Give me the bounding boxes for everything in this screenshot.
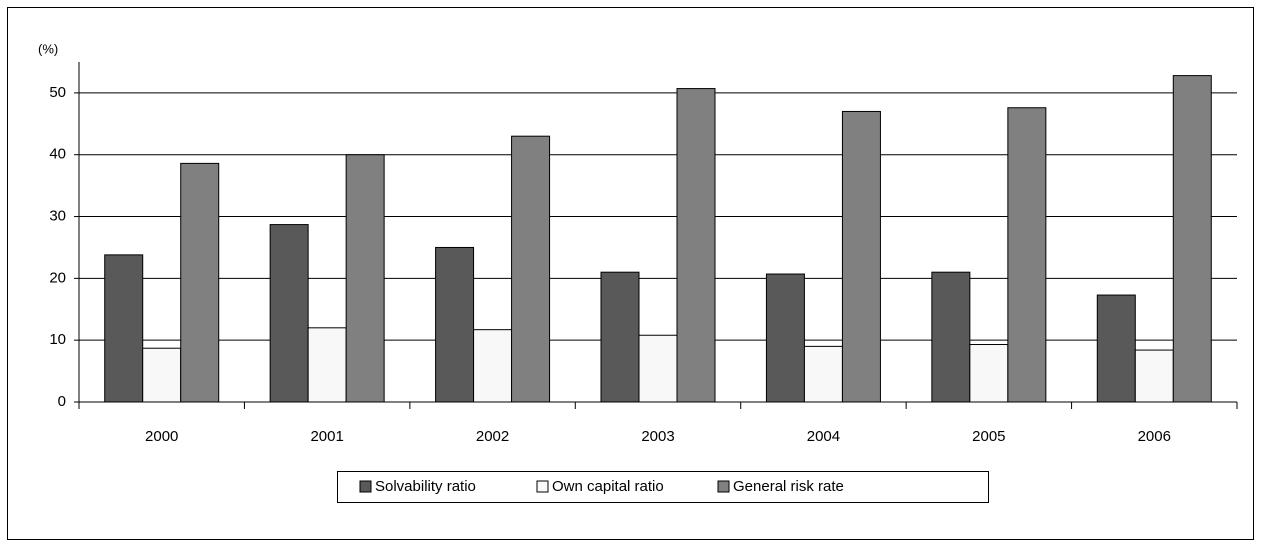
bar (1134, 349, 1174, 403)
bar (269, 224, 309, 403)
y-tick-label: 20 (49, 269, 66, 286)
bar (600, 271, 640, 403)
bar (1096, 294, 1136, 403)
legend-swatch (536, 480, 549, 493)
bar (676, 88, 716, 403)
bar (765, 273, 805, 403)
bar (142, 347, 182, 403)
bar (511, 135, 551, 403)
bar (638, 334, 678, 403)
legend-label: Own capital ratio (552, 478, 664, 495)
legend-swatch (359, 480, 372, 493)
bar (803, 345, 843, 403)
x-tick-label: 2002 (476, 428, 509, 445)
y-tick-label: 30 (49, 208, 66, 225)
bar (1007, 107, 1047, 403)
y-tick-label: 10 (49, 331, 66, 348)
y-tick-label: 0 (58, 393, 66, 410)
bar (307, 327, 347, 403)
legend-swatch (717, 480, 730, 493)
legend (337, 471, 989, 503)
x-tick-label: 2000 (145, 428, 178, 445)
bar (435, 246, 475, 403)
legend-label: Solvability ratio (375, 478, 476, 495)
bar (473, 329, 513, 403)
x-tick-label: 2001 (310, 428, 343, 445)
bar (1172, 75, 1212, 403)
bar (969, 344, 1009, 403)
bar (931, 271, 971, 403)
legend-label: General risk rate (733, 478, 844, 495)
bar (104, 254, 144, 403)
bar (180, 162, 220, 403)
x-tick-label: 2004 (807, 428, 840, 445)
x-tick-label: 2005 (972, 428, 1005, 445)
x-tick-label: 2003 (641, 428, 674, 445)
y-tick-label: 40 (49, 146, 66, 163)
y-axis-label: (%) (38, 41, 58, 56)
bar (345, 154, 385, 403)
x-tick-label: 2006 (1138, 428, 1171, 445)
bar (841, 110, 881, 403)
y-tick-label: 50 (49, 84, 66, 101)
